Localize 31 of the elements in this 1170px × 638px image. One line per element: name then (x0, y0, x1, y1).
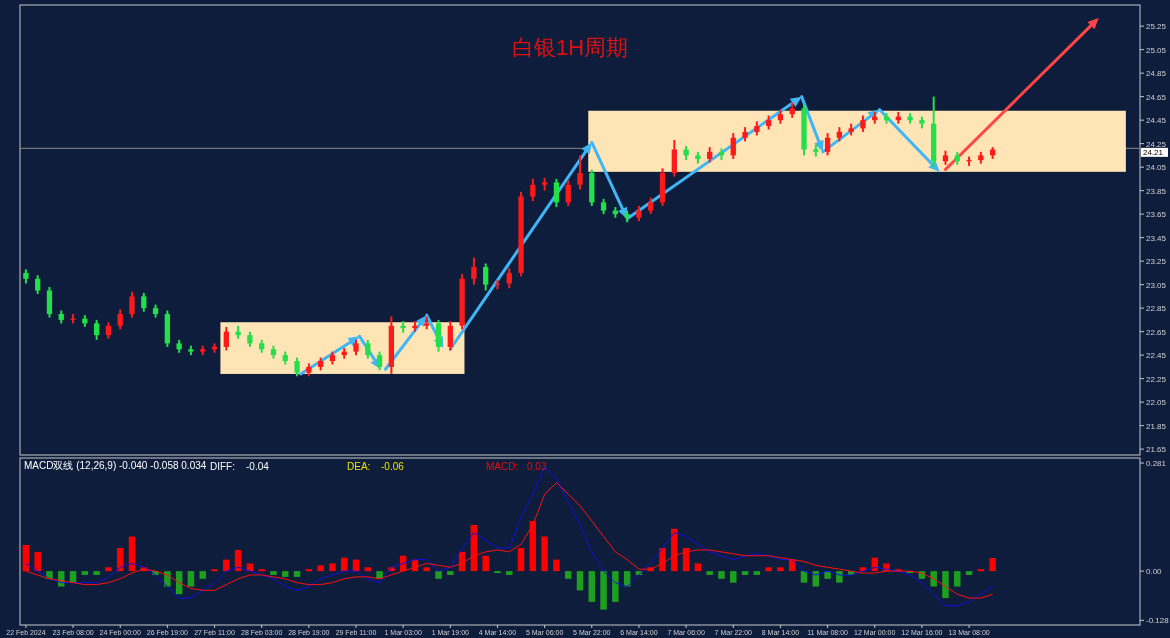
annotation: MACD双线 (12,26,9) -0.040 -0.058 0.034 (24, 460, 207, 471)
y-tick-label: 23.85 (1146, 186, 1167, 196)
y-tick-label: 23.25 (1146, 257, 1167, 267)
y-tick-label: 24.65 (1146, 92, 1167, 102)
y-tick-label: 25.05 (1146, 45, 1167, 55)
y-tick-label: 21.65 (1146, 445, 1167, 455)
annotation: DIFF: (210, 461, 235, 472)
y-tick-label: 23.45 (1146, 233, 1167, 243)
y-tick-label: 24.85 (1146, 69, 1167, 79)
y-tick-label: 21.85 (1146, 421, 1167, 431)
y-tick-label: 24.05 (1146, 163, 1167, 173)
y-tick-label: 22.05 (1146, 398, 1167, 408)
annotation: MACD: (486, 461, 519, 472)
y-tick-label: 22.65 (1146, 327, 1167, 337)
y-tick-label: 0.281 (1146, 459, 1167, 468)
y-tick-label: -0.128 (1146, 616, 1170, 626)
text: 白银1H周期 (511, 35, 629, 60)
annotation: -0.06 (381, 461, 405, 472)
y-tick-label: 22.25 (1146, 374, 1167, 384)
y-tick-label: 24.25 (1146, 139, 1167, 149)
y-tick-label: 25.25 (1146, 22, 1167, 32)
y-tick-label: 22.85 (1146, 304, 1167, 314)
ref-line-label: 24.21 (1143, 147, 1164, 157)
annotation: DEA: (347, 461, 371, 472)
y-tick-label: 23.05 (1146, 280, 1167, 290)
y-tick-label: 22.45 (1146, 351, 1167, 361)
y-tick-label: 0.00 (1146, 567, 1163, 577)
y-tick-label: 23.65 (1146, 210, 1167, 220)
y-tick-label: 24.45 (1146, 116, 1167, 126)
annotation: 0.03 (527, 461, 547, 472)
annotation: -0.04 (246, 461, 270, 472)
